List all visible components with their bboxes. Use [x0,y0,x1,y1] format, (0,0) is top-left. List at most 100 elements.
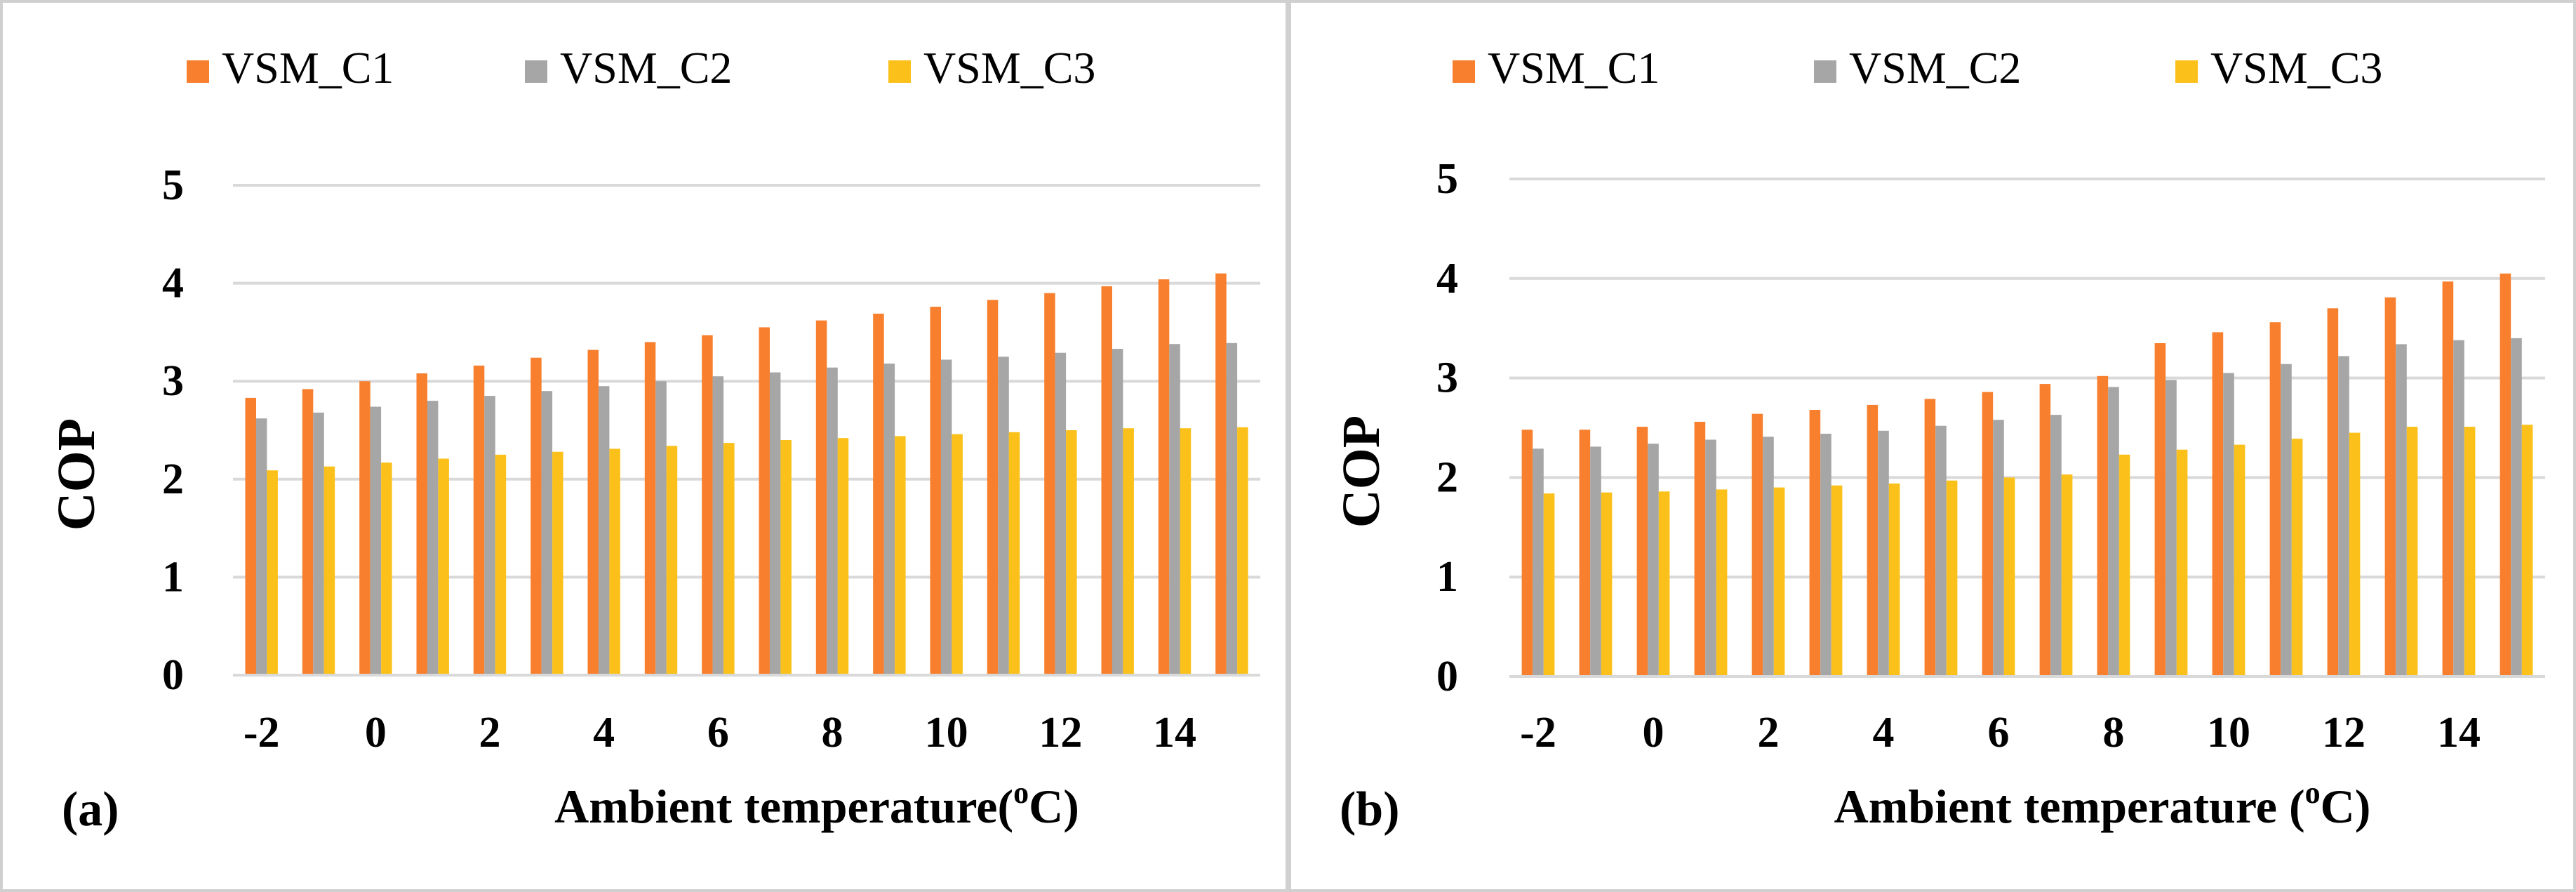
legend-label: VSM_C2 [560,43,732,93]
x-tick-label: 4 [593,709,615,757]
bar [930,307,941,676]
bar [1763,437,1774,677]
bar [1716,489,1728,677]
legend-swatch [1814,60,1836,83]
legend-label: VSM_C1 [222,43,394,93]
bar [2521,425,2533,677]
bar [1888,483,1900,677]
bar [541,391,553,675]
y-tick-label: 3 [162,357,184,405]
x-tick-label: 14 [1153,709,1196,757]
bar [1935,425,1947,677]
bar [1112,349,1123,675]
series-vsm-c3 [1543,425,2533,677]
bar [712,376,724,675]
bar [2442,281,2454,677]
bar [2384,297,2396,677]
bar [359,381,371,675]
bar [1066,430,1077,675]
bar [245,397,256,675]
bar [2453,340,2464,677]
bar [267,470,278,675]
bar [940,359,952,675]
bar [381,462,392,675]
bar [1705,439,1716,677]
bar [1158,279,1170,675]
bar [655,381,667,675]
bar [1924,399,1936,677]
bar [587,350,599,675]
bar [644,342,656,675]
series-vsm-c2 [1533,338,2522,677]
x-tick-label: 0 [1643,709,1664,757]
y-tick-label: 3 [1436,354,1458,402]
bar [1533,448,1544,677]
legend-label: VSM_C3 [2210,43,2382,93]
panel-label: (a) [62,783,119,837]
x-tick-label: 4 [1873,709,1895,757]
bar [1809,410,1821,677]
bar [484,396,495,675]
bar [1590,446,1601,677]
x-axis-label-text: Ambient temperature ( [1834,780,2305,833]
legend-label: VSM_C2 [1849,43,2021,93]
bar [2234,444,2245,677]
bar [2327,308,2339,677]
x-tick-label: 10 [2207,709,2250,757]
bar [1237,427,1248,675]
legend-label: VSM_C3 [923,43,1095,93]
bar [987,300,999,675]
legend: VSM_C1 VSM_C2 VSM_C3 [1453,43,2382,93]
x-axis-label-sup: o [2305,775,2321,810]
bar [609,448,620,675]
x-axis-label-text: Ambient temperature( [554,780,1013,833]
bar [2039,384,2051,677]
bar [2003,477,2015,677]
bar [883,364,895,675]
bar [323,466,335,675]
legend-swatch [1453,60,1475,83]
bar [895,436,906,675]
bar [2165,380,2177,677]
bar [1773,487,1785,677]
y-axis-label: COP [1332,415,1391,528]
bar [1008,432,1020,675]
y-tick-label: 0 [162,651,184,699]
bar [1694,422,1706,677]
bar [1101,286,1112,675]
x-tick-label: 14 [2437,709,2481,757]
bar [416,373,427,675]
x-axis-label-unit: C) [1029,780,1079,833]
panel-label: (b) [1340,783,1400,837]
y-tick-label: 1 [1436,553,1458,601]
bar [438,458,449,675]
bar [2223,373,2234,677]
y-tick-label: 2 [1436,453,1458,501]
bar [1946,480,1958,677]
bar [723,443,735,675]
bar [769,372,781,675]
bar [1993,420,2004,677]
bar [255,418,267,675]
bar [495,454,507,675]
bar [759,327,770,675]
bar [1044,293,1055,676]
bar [2154,343,2166,677]
chart-panel-a: 0 1 2 3 4 5 -2 0 2 4 6 8 10 12 14 COP Ambient temperatur… [0,0,1288,892]
bar [2396,344,2407,677]
bar [952,434,963,675]
bar [2061,474,2073,677]
y-tick-label: 4 [1436,255,1458,302]
bar [1579,430,1591,677]
bar [530,357,542,675]
bar [2097,375,2109,677]
bar [1878,430,1889,677]
bar [2349,432,2361,677]
bar [1180,428,1192,675]
bar [2281,364,2292,677]
x-axis-label: Ambient temperature (oC) [1834,775,2371,833]
x-tick-label: 8 [2103,709,2125,757]
legend-swatch [525,60,547,83]
bar [1543,493,1555,677]
bar [313,412,324,675]
